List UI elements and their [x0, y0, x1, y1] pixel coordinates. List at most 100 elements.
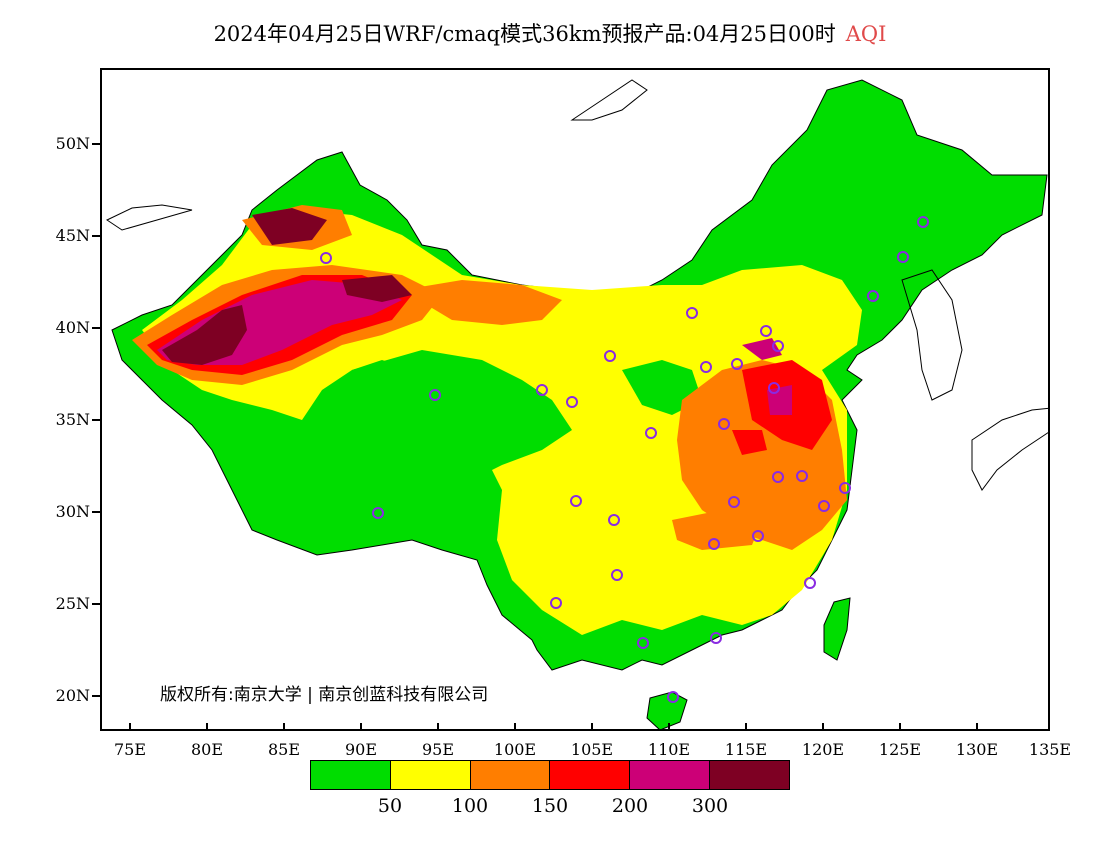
station-marker	[637, 637, 649, 649]
station-marker	[768, 382, 780, 394]
title-variable: AQI	[845, 22, 887, 46]
x-tick	[1048, 723, 1050, 731]
y-tick-label: 25N	[55, 594, 90, 613]
x-tick	[360, 723, 362, 731]
station-marker	[804, 577, 816, 589]
aqi-zone-hazardous-north-xinjiang	[252, 208, 327, 245]
y-tick	[92, 235, 100, 237]
station-marker	[772, 471, 784, 483]
station-marker	[839, 482, 851, 494]
x-tick-label: 100E	[493, 740, 537, 759]
kazakh-coastline	[105, 204, 193, 231]
legend-swatch-hazardous	[710, 761, 789, 789]
y-tick-label: 35N	[55, 410, 90, 429]
x-tick-label: 120E	[801, 740, 845, 759]
x-tick	[206, 723, 208, 731]
aqi-zone-hazardous-tarim-east	[342, 275, 412, 302]
station-marker	[708, 538, 720, 550]
y-tick	[92, 511, 100, 513]
x-tick-label: 75E	[113, 740, 147, 759]
map-title: 2024年04月25日WRF/cmaq模式36km预报产品:04月25日00时 A…	[0, 18, 1100, 48]
aqi-zone-hazardous-tarim	[162, 305, 247, 365]
x-tick	[822, 723, 824, 731]
legend-swatch-good	[311, 761, 391, 789]
x-tick-label: 115E	[724, 740, 768, 759]
map-frame	[100, 68, 1050, 731]
x-tick	[437, 723, 439, 731]
legend-label: 50	[377, 795, 403, 817]
aqi-zone-very-unhealthy-hebei	[742, 338, 782, 360]
station-marker	[818, 500, 830, 512]
x-tick-label: 95E	[421, 740, 455, 759]
legend-swatch-sensitive	[470, 761, 551, 789]
x-tick	[899, 723, 901, 731]
station-marker	[686, 307, 698, 319]
color-legend	[310, 760, 790, 790]
legend-swatch-very-unhealthy	[630, 761, 711, 789]
y-tick-label: 45N	[55, 226, 90, 245]
taiwan-island	[823, 597, 851, 661]
station-marker	[718, 418, 730, 430]
x-tick	[745, 723, 747, 731]
x-tick	[668, 723, 670, 731]
x-tick	[514, 723, 516, 731]
station-marker	[917, 216, 929, 228]
x-tick	[129, 723, 131, 731]
legend-swatch-moderate	[390, 761, 471, 789]
legend-label: 200	[611, 795, 649, 817]
station-marker	[760, 325, 772, 337]
x-tick-label: 130E	[955, 740, 999, 759]
y-tick	[92, 143, 100, 145]
station-marker	[772, 340, 784, 352]
station-marker	[320, 252, 332, 264]
legend-label: 100	[451, 795, 489, 817]
x-tick-label: 90E	[344, 740, 378, 759]
station-markers	[320, 216, 929, 703]
y-tick	[92, 603, 100, 605]
japan-coastline	[971, 407, 1048, 491]
station-marker	[611, 569, 623, 581]
y-tick	[92, 419, 100, 421]
hainan-island	[646, 691, 688, 729]
aqi-zone-good-qinghai	[342, 350, 572, 490]
x-tick-label: 125E	[878, 740, 922, 759]
aqi-zone-sensitive-central	[672, 510, 762, 550]
y-tick-label: 20N	[55, 686, 90, 705]
y-tick	[92, 327, 100, 329]
station-marker	[550, 597, 562, 609]
y-tick	[92, 695, 100, 697]
station-marker	[429, 389, 441, 401]
korea-coastline	[901, 269, 963, 401]
y-tick-label: 50N	[55, 134, 90, 153]
station-marker	[731, 358, 743, 370]
x-tick	[591, 723, 593, 731]
x-tick-label: 105E	[570, 740, 614, 759]
station-marker	[645, 427, 657, 439]
station-marker	[372, 507, 384, 519]
legend-label: 300	[691, 795, 729, 817]
title-text: 2024年04月25日WRF/cmaq模式36km预报产品:04月25日00时	[213, 22, 836, 46]
station-marker	[604, 350, 616, 362]
station-marker	[700, 361, 712, 373]
station-marker	[710, 632, 722, 644]
station-marker	[566, 396, 578, 408]
russia-coastline	[570, 79, 648, 121]
station-marker	[897, 251, 909, 263]
legend-swatch-unhealthy	[550, 761, 631, 789]
aqi-map	[105, 79, 1048, 729]
station-marker	[796, 470, 808, 482]
station-marker	[667, 691, 679, 703]
station-marker	[536, 384, 548, 396]
y-tick-label: 40N	[55, 318, 90, 337]
station-marker	[608, 514, 620, 526]
station-marker	[728, 496, 740, 508]
x-tick-label: 85E	[267, 740, 301, 759]
x-tick	[976, 723, 978, 731]
aqi-zone-unhealthy-anhui	[732, 430, 767, 455]
aqi-zone-sensitive-gansu	[402, 280, 562, 325]
station-marker	[570, 495, 582, 507]
copyright-text: 版权所有:南京大学 | 南京创蓝科技有限公司	[160, 685, 489, 705]
x-tick-label: 110E	[647, 740, 691, 759]
legend-label: 150	[531, 795, 569, 817]
x-tick-label: 80E	[190, 740, 224, 759]
